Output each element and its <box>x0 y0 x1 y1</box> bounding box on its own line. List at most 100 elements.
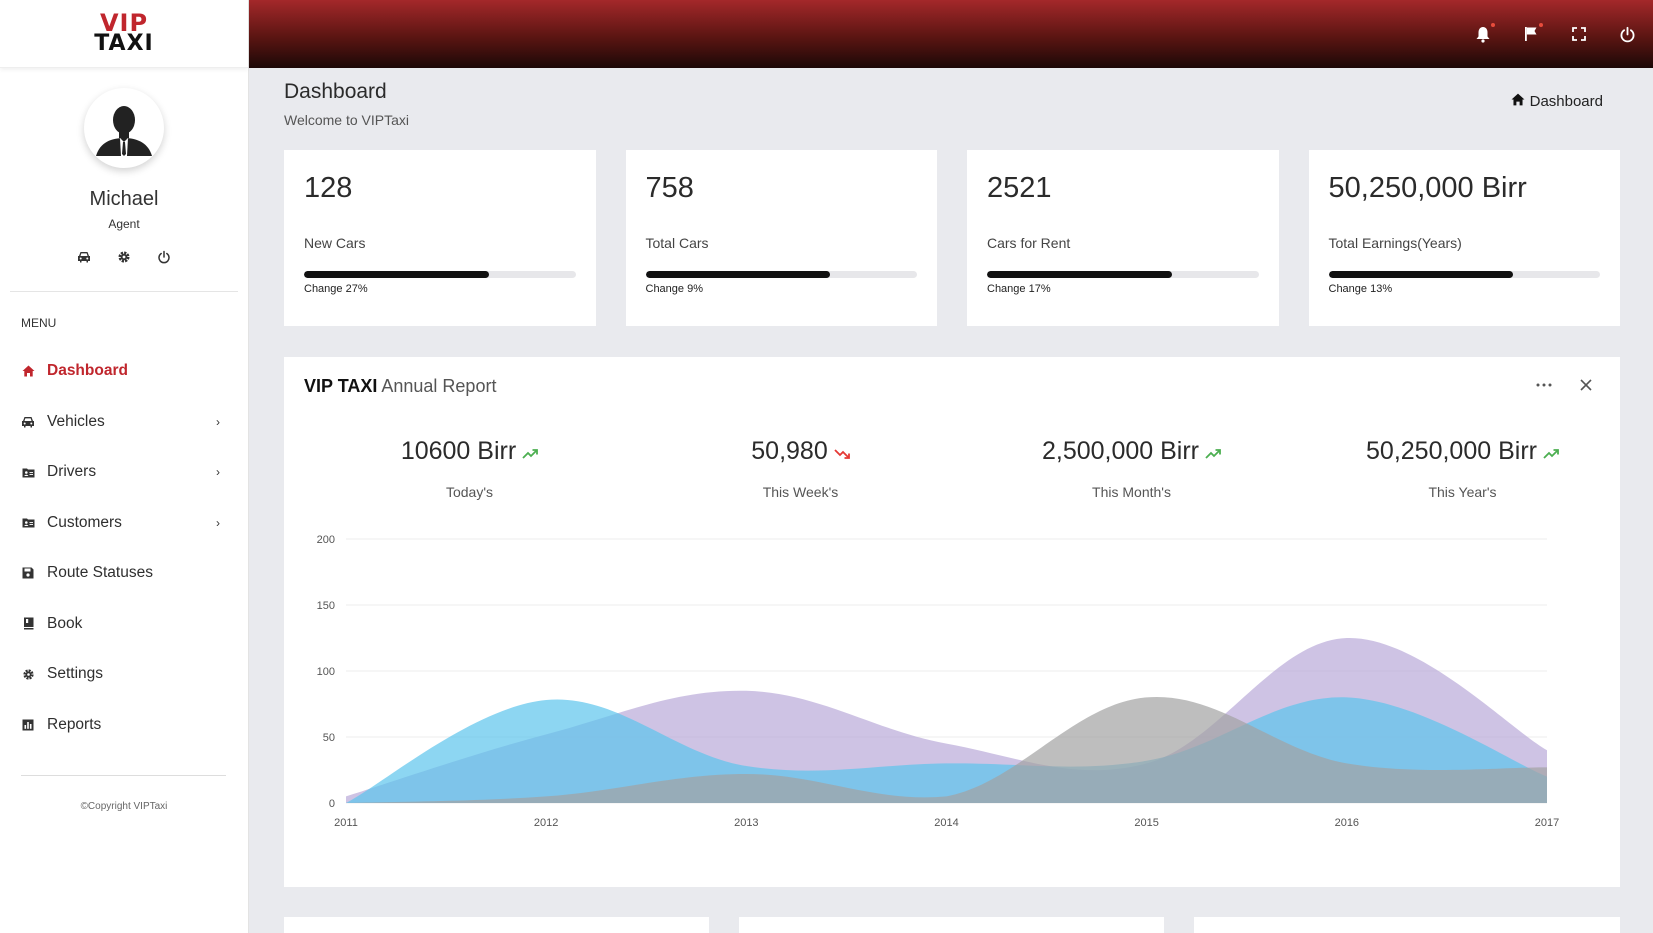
stat-label: Total Cars <box>645 235 709 251</box>
sidebar-item-label: Vehicles <box>47 412 105 430</box>
area-series-3 <box>346 696 1547 803</box>
book-icon <box>21 617 35 631</box>
profile: Michael Agent <box>0 68 248 265</box>
page-header: Dashboard Welcome to VIPTaxi <box>284 78 409 128</box>
fullscreen-icon[interactable] <box>1565 20 1593 48</box>
stat-value: 2521 <box>987 172 1052 204</box>
menu-title: MENU <box>21 316 57 330</box>
report-tools <box>1534 375 1596 395</box>
sidebar-item-drivers[interactable]: Drivers › <box>0 447 248 498</box>
logo[interactable]: VIP TAXI <box>94 11 153 56</box>
close-icon[interactable] <box>1576 375 1596 395</box>
report-title: VIP TAXI Annual Report <box>304 376 496 397</box>
x-tick-label: 2016 <box>1335 817 1359 829</box>
stats-row: 128 New Cars Change 27% 758 Total Cars C… <box>284 150 1620 326</box>
home-icon <box>21 364 35 378</box>
kpi-value-wrap: 10600 Birr <box>400 437 539 466</box>
flag-icon[interactable] <box>1517 20 1545 48</box>
home-icon <box>1511 93 1525 110</box>
notification-dot <box>1539 23 1543 27</box>
kpi-value: 50,980 <box>751 437 828 465</box>
page-title: Dashboard <box>284 80 387 103</box>
sidebar-item-route-statuses[interactable]: Route Statuses <box>0 548 248 599</box>
kpi-label: This Month's <box>1092 484 1171 500</box>
power-icon[interactable] <box>156 249 172 265</box>
bar-chart-icon <box>21 718 35 732</box>
sidebar-item-label: Book <box>47 614 83 632</box>
sidebar-menu: Dashboard Vehicles › Drivers › Customers… <box>0 346 248 750</box>
y-tick-label: 100 <box>317 666 335 678</box>
sidebar-item-dashboard[interactable]: Dashboard <box>0 346 248 397</box>
kpi-value: 10600 Birr <box>400 437 517 465</box>
area-chart: 0 50 100 150 200 2011 2012 2013 2014 2015 2016 2017 <box>317 534 1560 829</box>
gear-icon <box>21 667 35 681</box>
trend-up-icon <box>522 437 539 466</box>
sidebar-item-reports[interactable]: Reports <box>0 700 248 751</box>
stat-change: Change 27% <box>304 283 368 295</box>
progress-fill <box>987 271 1172 278</box>
breadcrumb[interactable]: Dashboard <box>1511 93 1603 110</box>
page-subtitle: Welcome to VIPTaxi <box>284 112 410 128</box>
sidebar-item-label: Reports <box>47 715 102 733</box>
sidebar-item-settings[interactable]: Settings <box>0 649 248 700</box>
id-card-icon <box>21 465 35 479</box>
stat-label: Total Earnings(Years) <box>1328 235 1462 251</box>
stat-value: 758 <box>645 172 694 204</box>
stat-value: 128 <box>304 172 353 204</box>
more-options-icon[interactable] <box>1534 375 1554 395</box>
main-content: Dashboard Welcome to VIPTaxi Dashboard 1… <box>249 68 1653 933</box>
sidebar-item-customers[interactable]: Customers › <box>0 498 248 549</box>
stat-label: New Cars <box>304 235 366 251</box>
stat-change: Change 17% <box>987 283 1051 295</box>
car-icon <box>21 415 35 429</box>
bottom-card <box>1194 917 1620 933</box>
kpi-label: This Year's <box>1428 484 1497 500</box>
trend-up-icon <box>1205 437 1221 466</box>
kpi-item: 10600 Birr Today's <box>304 437 635 500</box>
progress-bar <box>304 271 576 278</box>
copyright: ©Copyright VIPTaxi <box>80 801 168 812</box>
progress-fill <box>645 271 831 278</box>
stat-card: 50,250,000 Birr Total Earnings(Years) Ch… <box>1308 150 1620 326</box>
progress-fill <box>1328 271 1514 278</box>
kpi-value-wrap: 50,250,000 Birr <box>1366 437 1559 466</box>
avatar[interactable] <box>84 88 164 168</box>
sidebar-item-label: Settings <box>47 665 104 683</box>
stat-card: 758 Total Cars Change 9% <box>625 150 937 326</box>
x-tick-label: 2012 <box>534 817 558 829</box>
bell-icon[interactable] <box>1469 20 1497 48</box>
sidebar-item-book[interactable]: Book <box>0 599 248 650</box>
breadcrumb-label: Dashboard <box>1529 93 1603 110</box>
sidebar-item-label: Drivers <box>47 463 97 481</box>
kpi-value-wrap: 2,500,000 Birr <box>1042 437 1221 466</box>
divider <box>21 775 226 776</box>
power-icon[interactable] <box>1613 20 1641 48</box>
stat-change: Change 9% <box>645 283 704 295</box>
kpi-row: 10600 Birr Today's 50,980 This Week's 2,… <box>304 437 1628 500</box>
sidebar: VIP TAXI Michael Agent <box>0 0 249 933</box>
bottom-card <box>284 917 709 933</box>
progress-bar <box>987 271 1259 278</box>
kpi-label: Today's <box>445 484 494 500</box>
logo-area[interactable]: VIP TAXI <box>0 0 248 68</box>
x-tick-label: 2013 <box>734 817 758 829</box>
progress-bar <box>645 271 917 278</box>
top-navbar <box>249 0 1653 68</box>
y-tick-label: 150 <box>317 600 335 612</box>
y-tick-label: 0 <box>329 798 335 810</box>
kpi-item: 50,980 This Week's <box>635 437 966 500</box>
car-icon[interactable] <box>76 249 92 265</box>
gear-icon[interactable] <box>116 249 132 265</box>
profile-name: Michael <box>89 188 159 210</box>
id-card-icon <box>21 516 35 530</box>
divider <box>10 291 238 292</box>
chevron-right-icon: › <box>216 515 220 530</box>
annual-chart: 0 50 100 150 200 2011 2012 2013 2014 2015 2016 2017 <box>284 527 1620 847</box>
kpi-item: 50,250,000 Birr This Year's <box>1297 437 1628 500</box>
chevron-right-icon: › <box>216 414 220 429</box>
stat-value: 50,250,000 Birr <box>1328 172 1527 204</box>
kpi-label: This Week's <box>762 484 839 500</box>
chevron-right-icon: › <box>216 465 220 480</box>
profile-actions <box>0 249 248 265</box>
sidebar-item-vehicles[interactable]: Vehicles › <box>0 397 248 448</box>
